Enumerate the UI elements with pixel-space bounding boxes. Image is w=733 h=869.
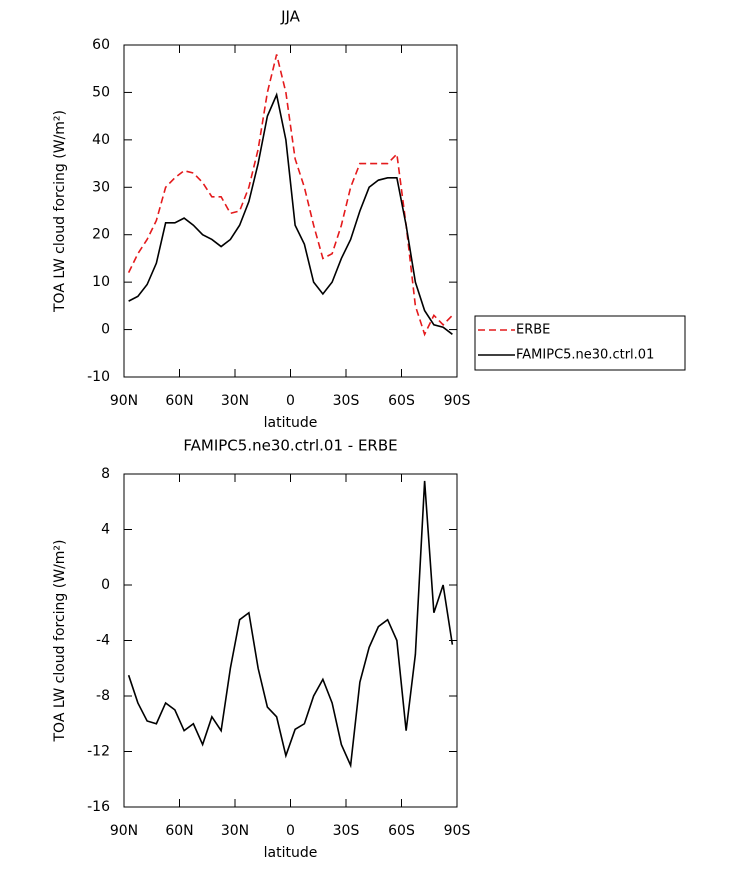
y-tick-label: 8 xyxy=(101,466,110,482)
x-tick-label: 60N xyxy=(165,823,193,839)
chart-title: FAMIPC5.ne30.ctrl.01 - ERBE xyxy=(183,437,397,455)
x-tick-label: 30S xyxy=(333,823,360,839)
x-axis-label: latitude xyxy=(264,415,318,431)
y-tick-label: -16 xyxy=(87,799,110,815)
x-tick-label: 90S xyxy=(444,823,471,839)
y-tick-label: 0 xyxy=(101,577,110,593)
x-tick-label: 0 xyxy=(286,393,295,409)
x-tick-label: 60N xyxy=(165,393,193,409)
x-axis-label: latitude xyxy=(264,845,318,861)
y-tick-label: -12 xyxy=(87,744,110,760)
x-tick-label: 30S xyxy=(333,393,360,409)
legend-label: ERBE xyxy=(516,323,550,338)
y-tick-label: -8 xyxy=(96,688,110,704)
data-line xyxy=(128,92,453,335)
x-tick-label: 60S xyxy=(388,393,415,409)
x-tick-label: 90N xyxy=(110,823,138,839)
y-tick-label: 60 xyxy=(92,37,110,53)
y-tick-label: 30 xyxy=(92,179,110,195)
data-line xyxy=(127,480,454,769)
y-tick-label: -4 xyxy=(96,633,110,649)
x-tick-label: 90S xyxy=(444,393,471,409)
y-tick-label: -10 xyxy=(87,369,110,385)
y-tick-label: 10 xyxy=(92,274,110,290)
chart-title: JJA xyxy=(280,8,301,26)
x-tick-label: 60S xyxy=(388,823,415,839)
x-tick-label: 30N xyxy=(221,393,249,409)
x-tick-label: 30N xyxy=(221,823,249,839)
y-tick-label: 20 xyxy=(92,227,110,243)
legend-box xyxy=(474,315,686,371)
legend-label: FAMIPC5.ne30.ctrl.01 xyxy=(516,348,654,363)
y-tick-label: 50 xyxy=(92,84,110,100)
plot-frame xyxy=(123,44,458,378)
y-axis-label: TOA LW cloud forcing (W/m²) xyxy=(52,540,68,743)
data-line xyxy=(127,54,453,337)
y-axis-label: TOA LW cloud forcing (W/m²) xyxy=(52,110,68,313)
x-tick-label: 90N xyxy=(110,393,138,409)
x-tick-label: 0 xyxy=(286,823,295,839)
y-tick-label: 4 xyxy=(101,522,110,538)
y-tick-label: 0 xyxy=(101,322,110,338)
y-tick-label: 40 xyxy=(92,132,110,148)
plot-frame xyxy=(123,473,458,808)
